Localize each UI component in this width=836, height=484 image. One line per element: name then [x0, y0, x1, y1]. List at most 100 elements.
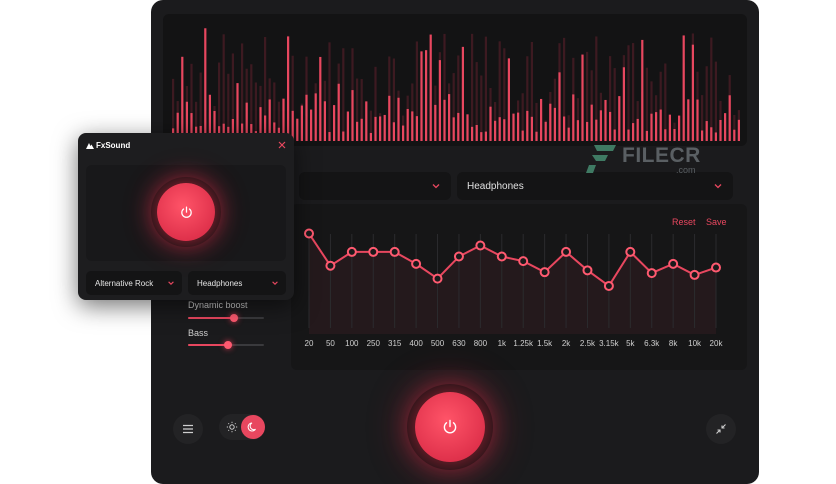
spectrum-bar — [333, 105, 336, 141]
effects-panel: Dynamic boost Bass — [171, 290, 291, 362]
eq-band-handle-500[interactable] — [432, 273, 443, 284]
spectrum-bar — [701, 95, 704, 141]
fxsound-logo-icon — [86, 143, 94, 149]
spectrum-bar — [503, 48, 506, 141]
eq-band-handle-1.25k[interactable] — [518, 256, 529, 267]
theme-toggle[interactable] — [219, 414, 265, 440]
menu-icon — [183, 424, 193, 434]
spectrum-bar — [190, 63, 193, 141]
spectrum-bar — [645, 67, 648, 141]
spectrum-bar — [664, 63, 667, 142]
eq-band-handle-5k[interactable] — [625, 246, 636, 257]
spectrum-bar — [604, 99, 607, 141]
spectrum-bar — [176, 101, 179, 141]
eq-band-handle-8k[interactable] — [668, 258, 679, 269]
menu-button[interactable] — [173, 414, 203, 444]
spectrum-bar — [632, 43, 635, 141]
spectrum-bar — [383, 114, 386, 141]
bass-slider[interactable] — [188, 341, 264, 349]
mini-preset-value: Alternative Rock — [95, 278, 154, 288]
spectrum-bar — [535, 102, 538, 141]
spectrum-bar — [553, 78, 556, 141]
spectrum-bar — [402, 115, 405, 141]
eq-band-handle-315[interactable] — [389, 246, 400, 257]
eq-band-label: 630 — [452, 339, 466, 348]
spectrum-bar — [475, 62, 478, 142]
spectrum-bar — [563, 37, 566, 141]
spectrum-bar — [415, 41, 418, 142]
mini-titlebar: FxSound — [78, 133, 294, 159]
mini-power-button[interactable] — [157, 183, 215, 241]
eq-band-handle-1k[interactable] — [496, 251, 507, 262]
spectrum-bar — [310, 109, 313, 141]
filecr-logo-icon — [586, 145, 616, 173]
close-button[interactable] — [276, 139, 288, 151]
eq-band-label: 400 — [409, 339, 423, 348]
mini-output-select[interactable]: Headphones — [188, 271, 286, 295]
eq-band-handle-3.15k[interactable] — [603, 280, 614, 291]
spectrum-bar — [356, 78, 359, 141]
eq-band-handle-10k[interactable] — [689, 269, 700, 280]
spectrum-bar — [300, 103, 303, 141]
watermark-text: FILECR — [622, 144, 701, 167]
eq-band-handle-2.5k[interactable] — [582, 265, 593, 276]
watermark-sub: .com — [676, 165, 696, 175]
spectrum-bar — [540, 98, 543, 141]
spectrum-bar — [650, 81, 653, 141]
eq-reset-button[interactable]: Reset — [672, 217, 696, 227]
power-icon — [443, 419, 457, 434]
eq-band-handle-2k[interactable] — [561, 246, 572, 257]
collapse-button[interactable] — [706, 414, 736, 444]
eq-band-label: 1k — [498, 339, 507, 348]
chevron-down-icon — [714, 184, 722, 189]
eq-band-handle-630[interactable] — [453, 251, 464, 262]
spectrum-bar — [613, 68, 616, 141]
eq-band-handle-1.5k[interactable] — [539, 267, 550, 278]
eq-band-handle-400[interactable] — [411, 258, 422, 269]
eq-band-handle-250[interactable] — [368, 246, 379, 257]
app-title: FxSound — [96, 141, 131, 150]
theme-dark-button[interactable] — [241, 415, 265, 439]
spectrum-bar — [204, 28, 207, 141]
bass-thumb[interactable] — [223, 341, 232, 349]
dynamic-boost-thumb[interactable] — [229, 314, 238, 322]
preset-select[interactable] — [299, 172, 451, 200]
spectrum-bar — [581, 54, 584, 141]
spectrum-bar — [342, 48, 345, 142]
main-power-button[interactable] — [415, 392, 485, 462]
spectrum-bar — [241, 43, 244, 141]
mini-power-area — [86, 165, 286, 261]
spectrum-bar — [245, 68, 248, 141]
spectrum-bar — [576, 98, 579, 141]
spectrum-bar — [714, 61, 717, 142]
spectrum-bar — [379, 113, 382, 141]
mini-preset-select[interactable]: Alternative Rock — [86, 271, 182, 295]
spectrum-bar — [268, 78, 271, 141]
eq-band-handle-50[interactable] — [325, 260, 336, 271]
output-device-select[interactable]: Headphones — [457, 172, 733, 200]
eq-band-handle-6.3k[interactable] — [646, 268, 657, 279]
eq-band-handle-20k[interactable] — [711, 262, 721, 273]
eq-band-handle-20[interactable] — [304, 228, 314, 239]
spectrum-bar — [668, 114, 671, 141]
spectrum-bar — [406, 95, 409, 141]
spectrum-bar — [337, 63, 340, 142]
spectrum-bar — [678, 115, 681, 141]
eq-save-button[interactable]: Save — [706, 217, 727, 227]
equalizer-graph[interactable]: 20 50 100 250 315 400 500 630 800 1k 1.25k 1.5k 2k 2.… — [291, 204, 747, 370]
dynamic-boost-fill — [188, 317, 234, 319]
dynamic-boost-slider[interactable] — [188, 314, 264, 322]
mini-output-value: Headphones — [197, 278, 243, 288]
spectrum-bar — [724, 113, 727, 141]
spectrum-visualizer — [163, 14, 747, 146]
output-device-value: Headphones — [467, 180, 524, 192]
spectrum-bar — [733, 114, 736, 141]
theme-light-button[interactable] — [223, 418, 241, 436]
spectrum-bar — [517, 100, 520, 141]
equalizer-panel: Reset Save 20 50 100 250 315 400 500 630 800 1k 1.… — [291, 204, 747, 370]
spectrum-bar — [609, 56, 612, 141]
effect-label-bass: Bass — [188, 328, 209, 338]
eq-band-handle-100[interactable] — [346, 246, 357, 257]
spectrum-bar — [305, 56, 308, 142]
eq-band-handle-800[interactable] — [475, 240, 486, 251]
